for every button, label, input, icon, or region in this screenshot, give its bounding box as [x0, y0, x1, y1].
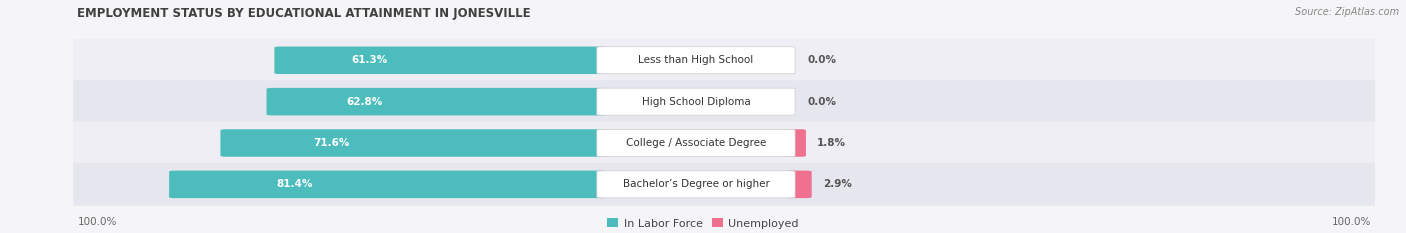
FancyBboxPatch shape [596, 171, 796, 198]
Text: Source: ZipAtlas.com: Source: ZipAtlas.com [1295, 7, 1399, 17]
FancyBboxPatch shape [169, 171, 607, 198]
Text: College / Associate Degree: College / Associate Degree [626, 138, 766, 148]
Text: 62.8%: 62.8% [346, 97, 382, 107]
FancyBboxPatch shape [596, 130, 796, 157]
FancyBboxPatch shape [274, 47, 607, 74]
FancyBboxPatch shape [73, 122, 1375, 164]
FancyBboxPatch shape [596, 47, 796, 74]
Text: 2.9%: 2.9% [823, 179, 852, 189]
Text: EMPLOYMENT STATUS BY EDUCATIONAL ATTAINMENT IN JONESVILLE: EMPLOYMENT STATUS BY EDUCATIONAL ATTAINM… [77, 7, 531, 20]
Text: Bachelor’s Degree or higher: Bachelor’s Degree or higher [623, 179, 769, 189]
Text: 61.3%: 61.3% [352, 55, 388, 65]
FancyBboxPatch shape [785, 129, 806, 157]
Text: 0.0%: 0.0% [808, 55, 837, 65]
Text: 0.0%: 0.0% [808, 97, 837, 107]
Text: 1.8%: 1.8% [817, 138, 846, 148]
Text: High School Diploma: High School Diploma [641, 97, 751, 107]
FancyBboxPatch shape [73, 80, 1375, 123]
FancyBboxPatch shape [73, 163, 1375, 206]
Text: 71.6%: 71.6% [314, 138, 349, 148]
Text: 100.0%: 100.0% [77, 217, 117, 227]
Legend: In Labor Force, Unemployed: In Labor Force, Unemployed [603, 214, 803, 233]
FancyBboxPatch shape [73, 39, 1375, 82]
FancyBboxPatch shape [267, 88, 607, 115]
Text: 81.4%: 81.4% [276, 179, 312, 189]
Text: 100.0%: 100.0% [1331, 217, 1371, 227]
FancyBboxPatch shape [785, 171, 811, 198]
FancyBboxPatch shape [596, 88, 796, 115]
FancyBboxPatch shape [221, 129, 607, 157]
Text: Less than High School: Less than High School [638, 55, 754, 65]
